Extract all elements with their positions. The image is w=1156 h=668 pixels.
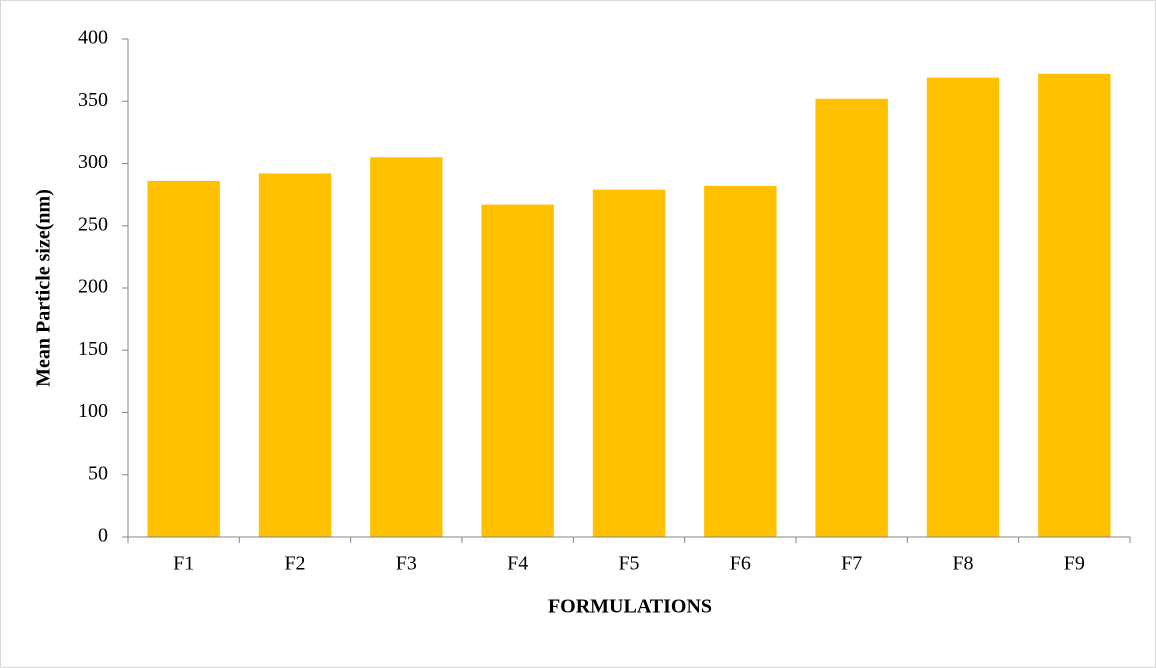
y-tick-label: 50 bbox=[88, 462, 108, 484]
x-tick-label: F8 bbox=[952, 553, 973, 575]
x-tick-label: F7 bbox=[841, 553, 862, 575]
x-tick-label: F2 bbox=[284, 553, 305, 575]
bar bbox=[592, 189, 666, 537]
x-tick-label: F5 bbox=[618, 553, 639, 575]
y-tick-label: 250 bbox=[78, 213, 108, 235]
x-axis-title: FORMULATIONS bbox=[548, 596, 712, 618]
bar bbox=[1038, 73, 1111, 538]
bar bbox=[147, 180, 220, 537]
x-tick-label: F6 bbox=[730, 553, 751, 575]
bar bbox=[370, 157, 443, 537]
bar bbox=[704, 185, 777, 537]
y-tick-label: 150 bbox=[78, 338, 108, 360]
y-axis-title: Mean Particle size(nm) bbox=[33, 189, 55, 387]
y-tick-label: 350 bbox=[78, 89, 108, 111]
y-tick-label: 300 bbox=[78, 151, 108, 173]
bar bbox=[258, 173, 332, 537]
y-tick-label: 0 bbox=[98, 525, 108, 547]
x-tick-label: F4 bbox=[507, 553, 528, 575]
bar bbox=[926, 77, 1000, 537]
y-tick-label: 400 bbox=[78, 27, 108, 49]
x-tick-label: F1 bbox=[173, 553, 194, 575]
x-tick-label: F9 bbox=[1064, 553, 1085, 575]
y-tick-label: 200 bbox=[78, 276, 108, 298]
bar bbox=[481, 204, 554, 537]
y-tick-label: 100 bbox=[78, 400, 108, 422]
x-tick-label: F3 bbox=[396, 553, 417, 575]
bar bbox=[815, 98, 888, 537]
